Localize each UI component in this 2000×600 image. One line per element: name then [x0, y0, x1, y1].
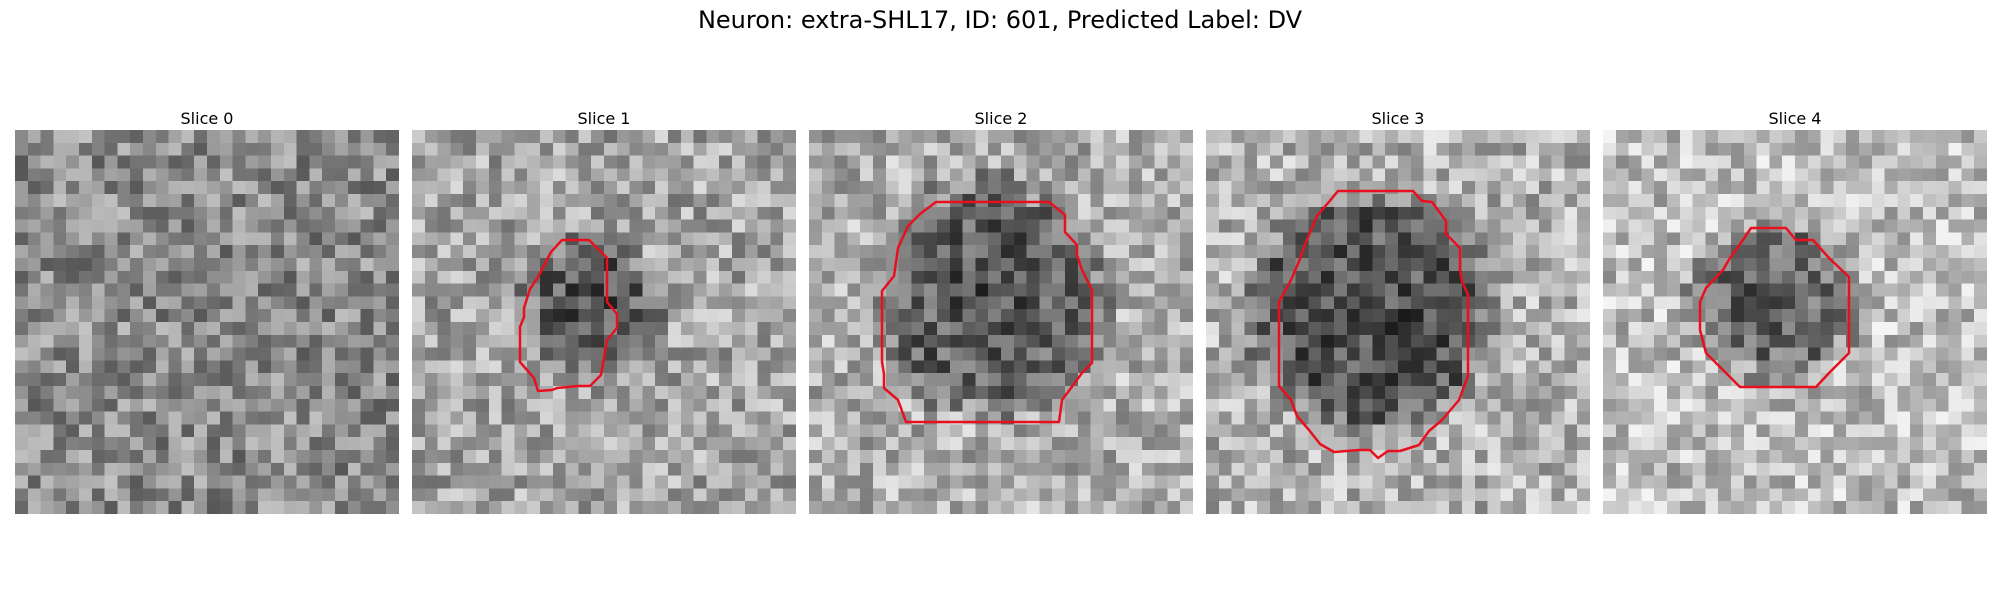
slice-panel-1: Slice 1 — [412, 108, 796, 514]
slice-title-4: Slice 4 — [1768, 109, 1822, 128]
slice-title-1: Slice 1 — [577, 109, 631, 128]
slice-title-2: Slice 2 — [974, 109, 1028, 128]
slice-contour-overlay-2 — [880, 200, 1094, 424]
roi-contour-2 — [880, 200, 1094, 424]
figure-title: Neuron: extra-SHL17, ID: 601, Predicted … — [697, 6, 1303, 34]
slice-contour-overlay-4 — [1698, 226, 1851, 389]
slice-panel-0: Slice 0 — [15, 108, 399, 514]
slice-panel-3: Slice 3 — [1206, 108, 1590, 514]
roi-contour-4 — [1698, 226, 1851, 389]
slice-image-1 — [412, 130, 796, 514]
slice-title-3: Slice 3 — [1371, 109, 1425, 128]
slice-image-2 — [809, 130, 1193, 514]
slice-title-0: Slice 0 — [180, 109, 234, 128]
slice-panel-4: Slice 4 — [1603, 108, 1987, 514]
slice-image-4 — [1603, 130, 1987, 514]
roi-contour-3 — [1277, 189, 1470, 460]
roi-contour-1 — [518, 238, 619, 393]
slice-panel-2: Slice 2 — [809, 108, 1193, 514]
slice-contour-overlay-1 — [518, 238, 619, 393]
slice-contour-overlay-3 — [1277, 189, 1470, 460]
slice-image-0 — [15, 130, 399, 514]
